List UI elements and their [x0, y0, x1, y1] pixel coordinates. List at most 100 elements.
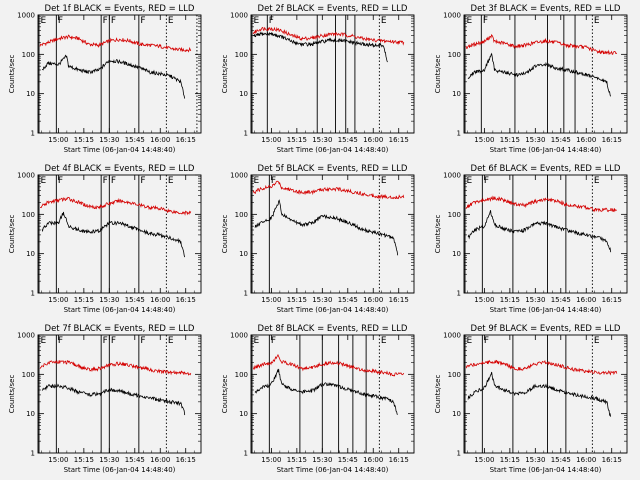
- x-tick-label: 16:00: [576, 456, 596, 464]
- y-tick-label: 10: [239, 90, 248, 98]
- event-marker-label: E: [41, 336, 47, 346]
- x-axis-label: Start Time (06-Jan-04 14:48:40): [277, 146, 389, 154]
- event-marker-label: E: [467, 336, 473, 346]
- x-tick-label: 15:00: [48, 456, 68, 464]
- chart-panel-7: Det 7f BLACK = Events, RED = LLD Counts/s…: [8, 324, 202, 474]
- x-tick-label: 15:30: [312, 296, 332, 304]
- x-tick-label: 16:00: [576, 136, 596, 144]
- chart-panel-9: Det 9f BLACK = Events, RED = LLD Counts/s…: [434, 324, 628, 474]
- y-tick-label: 10: [26, 250, 35, 258]
- lld-series-line: [39, 34, 192, 53]
- x-tick-label: 16:00: [363, 136, 383, 144]
- y-tick-label: 10: [452, 90, 461, 98]
- y-tick-label: 1: [457, 130, 461, 138]
- x-tick-label: 15:45: [125, 296, 145, 304]
- event-marker-label: E: [41, 176, 47, 186]
- x-axis-label: Start Time (06-Jan-04 14:48:40): [64, 146, 176, 154]
- y-tick-label: 100: [22, 51, 35, 59]
- chart-title: Det 1f BLACK = Events, RED = LLD: [45, 4, 195, 14]
- x-tick-label: 15:45: [551, 296, 571, 304]
- x-tick-label: 15:00: [48, 296, 68, 304]
- x-tick-label: 15:30: [525, 296, 545, 304]
- events-series-line: [467, 210, 612, 253]
- event-marker-label: F: [111, 16, 116, 26]
- x-tick-label: 16:15: [176, 296, 196, 304]
- x-tick-label: 15:00: [474, 136, 494, 144]
- event-marker-label: E: [381, 16, 387, 26]
- lld-series-line: [39, 196, 192, 216]
- plot-frame: [463, 174, 628, 294]
- lld-series-line: [465, 359, 618, 376]
- event-marker-label: E: [381, 176, 387, 186]
- events-series-line: [254, 199, 399, 256]
- plot-frame: [37, 174, 202, 294]
- x-axis-label: Start Time (06-Jan-04 14:48:40): [490, 146, 602, 154]
- x-tick-label: 15:30: [312, 456, 332, 464]
- chart-title: Det 2f BLACK = Events, RED = LLD: [258, 4, 408, 14]
- plot-frame: [250, 334, 415, 454]
- y-tick-label: 100: [22, 211, 35, 219]
- event-marker-label: E: [168, 336, 174, 346]
- y-tick-label: 100: [448, 211, 461, 219]
- event-marker-label: F: [483, 16, 488, 26]
- y-tick-label: 100: [235, 211, 248, 219]
- events-series-line: [467, 371, 612, 417]
- event-marker-label: F: [484, 336, 489, 346]
- x-tick-label: 15:30: [525, 456, 545, 464]
- y-tick-label: 10: [239, 250, 248, 258]
- lld-series-line: [39, 359, 192, 376]
- x-tick-label: 16:15: [602, 136, 622, 144]
- x-tick-label: 15:00: [474, 296, 494, 304]
- x-tick-label: 16:15: [176, 136, 196, 144]
- x-tick-label: 15:15: [74, 296, 94, 304]
- y-axis-label: Counts/sec: [221, 55, 229, 94]
- y-axis-label: Counts/sec: [434, 375, 442, 414]
- event-marker-label: E: [168, 16, 174, 26]
- x-axis-label: Start Time (06-Jan-04 14:48:40): [277, 466, 389, 474]
- x-tick-label: 15:00: [48, 136, 68, 144]
- x-tick-label: 16:15: [602, 456, 622, 464]
- y-tick-label: 1000: [230, 332, 248, 340]
- x-axis-label: Start Time (06-Jan-04 14:48:40): [490, 306, 602, 314]
- event-marker-label: F: [111, 176, 116, 186]
- x-tick-label: 15:45: [125, 456, 145, 464]
- y-axis-label: Counts/sec: [8, 375, 16, 414]
- event-marker-label: F: [58, 176, 63, 186]
- chart-title: Det 9f BLACK = Events, RED = LLD: [471, 324, 621, 334]
- event-marker-label: E: [254, 336, 260, 346]
- events-series-line: [467, 52, 612, 97]
- x-tick-label: 16:15: [389, 296, 409, 304]
- chart-panel-1: Det 1f BLACK = Events, RED = LLD Counts/s…: [8, 4, 202, 154]
- y-tick-label: 1000: [17, 172, 35, 180]
- event-marker-label: E: [467, 176, 473, 186]
- x-tick-label: 15:15: [500, 456, 520, 464]
- event-marker-label: F: [103, 16, 108, 26]
- event-marker-label: E: [168, 176, 174, 186]
- x-tick-label: 15:45: [551, 456, 571, 464]
- y-tick-label: 1000: [17, 12, 35, 20]
- event-marker-label: F: [271, 176, 276, 186]
- x-tick-label: 15:00: [261, 296, 281, 304]
- chart-panel-8: Det 8f BLACK = Events, RED = LLD Counts/s…: [221, 324, 415, 474]
- plot-frame: [37, 14, 202, 134]
- event-marker-label: F: [140, 176, 145, 186]
- event-marker-label: E: [467, 16, 473, 26]
- x-tick-label: 16:00: [150, 456, 170, 464]
- plot-frame: [250, 14, 415, 134]
- x-tick-label: 15:30: [525, 136, 545, 144]
- y-tick-label: 10: [239, 410, 248, 418]
- x-tick-label: 16:00: [363, 296, 383, 304]
- y-axis-label: Counts/sec: [8, 215, 16, 254]
- x-tick-label: 16:15: [602, 296, 622, 304]
- event-marker-label: E: [594, 176, 600, 186]
- y-tick-label: 1: [457, 450, 461, 458]
- x-tick-label: 15:15: [500, 296, 520, 304]
- x-tick-label: 15:30: [99, 136, 119, 144]
- y-tick-label: 1: [244, 130, 248, 138]
- y-tick-label: 10: [452, 410, 461, 418]
- x-tick-label: 15:30: [312, 136, 332, 144]
- x-tick-label: 15:15: [287, 136, 307, 144]
- events-series-line: [41, 211, 186, 258]
- x-tick-label: 15:45: [338, 136, 358, 144]
- y-tick-label: 10: [26, 90, 35, 98]
